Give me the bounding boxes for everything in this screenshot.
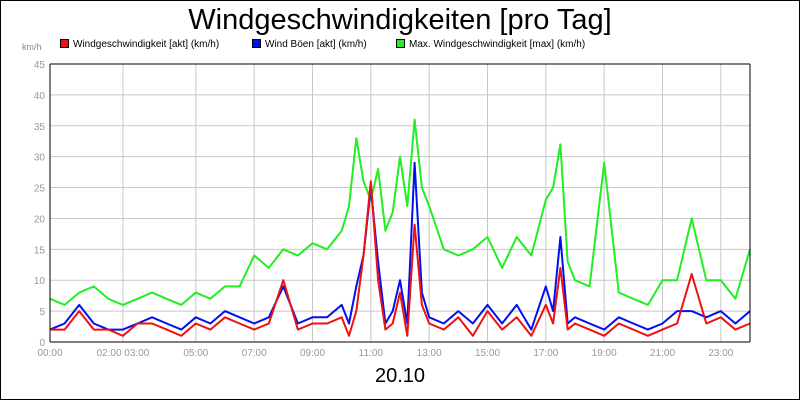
legend-label-max: Max. Windgeschwindigkeit [max] (km/h): [409, 39, 586, 50]
y-tick-label: 20: [34, 214, 46, 225]
legend-item-boeen: Wind Böen [akt] (km/h): [252, 38, 367, 52]
legend-item-max: Max. Windgeschwindigkeit [max] (km/h): [396, 38, 585, 52]
x-axis-date-label: 20.10: [374, 365, 426, 387]
y-tick-label: 30: [34, 153, 46, 164]
y-tick-label: 45: [34, 60, 46, 71]
legend-swatch-red: [60, 39, 69, 48]
legend-label-akt: Windgeschwindigkeit [akt] (km/h): [73, 39, 220, 50]
series-line-max: [49, 118, 751, 306]
x-tick-label: 07:00: [242, 348, 267, 359]
x-tick-label: 13:00: [417, 348, 442, 359]
x-tick-label: 00:00: [37, 348, 62, 359]
x-tick-label: 15:00: [475, 348, 500, 359]
legend-item-akt: Windgeschwindigkeit [akt] (km/h): [60, 38, 219, 52]
legend-swatch-green: [396, 39, 405, 48]
x-tick-label: 23:00: [708, 348, 733, 359]
x-tick-label: 11:00: [359, 348, 384, 359]
y-tick-label: 35: [34, 122, 46, 133]
x-tick-label: 05:00: [183, 348, 208, 359]
y-axis-unit-label: km/h: [22, 42, 42, 52]
y-tick-label: 0: [39, 338, 45, 349]
x-tick-label: 02:00 03:00: [97, 348, 150, 359]
series-line-boeen: [49, 161, 751, 331]
x-tick-label: 09:00: [300, 348, 325, 359]
chart-title: Windgeschwindigkeiten [pro Tag]: [188, 4, 612, 36]
y-tick-label: 40: [34, 91, 46, 102]
y-tick-label: 15: [34, 245, 46, 256]
y-tick-label: 25: [34, 184, 46, 195]
legend-swatch-blue: [252, 39, 261, 48]
x-tick-label: 21:00: [650, 348, 675, 359]
y-tick-label: 10: [34, 276, 46, 287]
x-tick-label: 19:00: [592, 348, 617, 359]
y-tick-label: 5: [39, 307, 45, 318]
plot-area: [50, 64, 750, 342]
x-tick-label: 17:00: [533, 348, 558, 359]
series-line-akt: [50, 180, 751, 337]
legend-label-boeen: Wind Böen [akt] (km/h): [265, 39, 367, 50]
